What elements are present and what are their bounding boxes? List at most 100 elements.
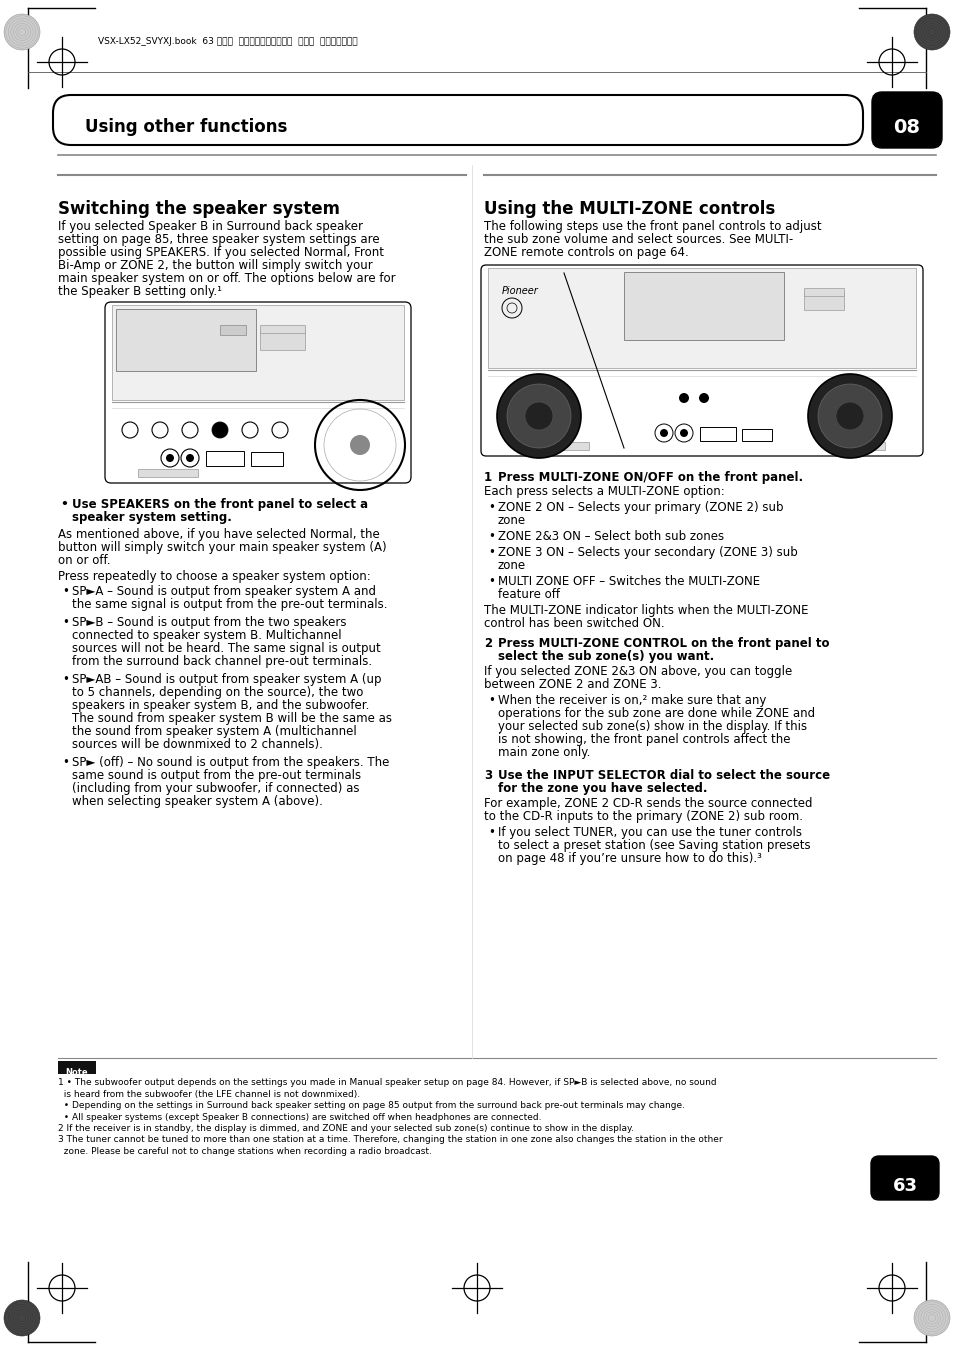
Text: control has been switched ON.: control has been switched ON. <box>483 617 664 630</box>
Circle shape <box>817 383 882 448</box>
Text: •: • <box>488 826 495 838</box>
Circle shape <box>807 374 891 458</box>
Circle shape <box>659 429 667 437</box>
Circle shape <box>835 402 863 431</box>
Text: •: • <box>62 756 69 770</box>
Text: The sound from speaker system B will be the same as: The sound from speaker system B will be … <box>71 711 392 725</box>
FancyBboxPatch shape <box>871 92 941 148</box>
Text: setting on page 85, three speaker system settings are: setting on page 85, three speaker system… <box>58 234 379 246</box>
Circle shape <box>186 454 193 462</box>
Text: 1: 1 <box>483 471 492 485</box>
Bar <box>112 305 403 400</box>
Text: Switching the speaker system: Switching the speaker system <box>58 200 339 217</box>
Text: Using the MULTI-ZONE controls: Using the MULTI-ZONE controls <box>483 200 775 217</box>
Text: 63: 63 <box>892 1177 917 1195</box>
Circle shape <box>497 374 580 458</box>
Text: If you select TUNER, you can use the tuner controls: If you select TUNER, you can use the tun… <box>497 826 801 838</box>
Text: speakers in speaker system B, and the subwoofer.: speakers in speaker system B, and the su… <box>71 699 369 711</box>
Text: to select a preset station (see Saving station presets: to select a preset station (see Saving s… <box>497 838 810 852</box>
Text: sources will not be heard. The same signal is output: sources will not be heard. The same sign… <box>71 643 380 655</box>
Text: •: • <box>488 575 495 589</box>
FancyBboxPatch shape <box>870 1156 938 1200</box>
Circle shape <box>4 14 40 50</box>
Text: the sub zone volume and select sources. See MULTI-: the sub zone volume and select sources. … <box>483 234 792 246</box>
Text: the Speaker B setting only.¹: the Speaker B setting only.¹ <box>58 285 222 298</box>
Text: 3 The tuner cannot be tuned to more than one station at a time. Therefore, chang: 3 The tuner cannot be tuned to more than… <box>58 1135 721 1145</box>
Text: 08: 08 <box>893 117 920 136</box>
Text: from the surround back channel pre-out terminals.: from the surround back channel pre-out t… <box>71 655 372 668</box>
Bar <box>260 329 305 350</box>
FancyBboxPatch shape <box>105 302 411 483</box>
Text: zone: zone <box>497 559 525 572</box>
Text: • All speaker systems (except Speaker B connections) are switched off when headp: • All speaker systems (except Speaker B … <box>58 1112 541 1122</box>
Bar <box>803 288 843 296</box>
Text: feature off: feature off <box>497 589 559 601</box>
Text: En: En <box>898 1162 911 1172</box>
Text: •: • <box>62 616 69 629</box>
Bar <box>58 1061 96 1075</box>
Circle shape <box>679 393 688 404</box>
Text: on or off.: on or off. <box>58 554 111 567</box>
Bar <box>488 269 915 369</box>
Text: is not showing, the front panel controls affect the: is not showing, the front panel controls… <box>497 733 790 747</box>
Bar <box>700 427 735 441</box>
Circle shape <box>506 383 571 448</box>
Bar <box>741 429 771 441</box>
Text: •: • <box>488 531 495 543</box>
Text: ZONE remote controls on page 64.: ZONE remote controls on page 64. <box>483 246 688 259</box>
Text: Bi-Amp or ZONE 2, the button will simply switch your: Bi-Amp or ZONE 2, the button will simply… <box>58 259 373 271</box>
Text: zone. Please be careful not to change stations when recording a radio broadcast.: zone. Please be careful not to change st… <box>58 1148 432 1156</box>
Text: speaker system setting.: speaker system setting. <box>71 512 232 524</box>
Text: For example, ZONE 2 CD-R sends the source connected: For example, ZONE 2 CD-R sends the sourc… <box>483 796 812 810</box>
Text: on page 48 if you’re unsure how to do this).³: on page 48 if you’re unsure how to do th… <box>497 852 761 865</box>
Text: • Depending on the settings in Surround back speaker setting on page 85 output f: • Depending on the settings in Surround … <box>58 1102 684 1110</box>
FancyBboxPatch shape <box>480 265 923 456</box>
Circle shape <box>212 423 228 437</box>
Text: •: • <box>60 498 68 512</box>
Bar <box>138 468 198 477</box>
Bar <box>260 325 305 333</box>
Circle shape <box>913 14 949 50</box>
Text: Press repeatedly to choose a speaker system option:: Press repeatedly to choose a speaker sys… <box>58 570 371 583</box>
Text: •: • <box>488 545 495 559</box>
Text: Using other functions: Using other functions <box>85 117 287 136</box>
Text: zone: zone <box>497 514 525 526</box>
Bar <box>220 325 246 335</box>
Text: ZONE 3 ON – Selects your secondary (ZONE 3) sub: ZONE 3 ON – Selects your secondary (ZONE… <box>497 545 797 559</box>
Text: connected to speaker system B. Multichannel: connected to speaker system B. Multichan… <box>71 629 341 643</box>
Text: same sound is output from the pre-out terminals: same sound is output from the pre-out te… <box>71 769 361 782</box>
Text: SP► (off) – No sound is output from the speakers. The: SP► (off) – No sound is output from the … <box>71 756 389 770</box>
Text: VSX-LX52_SVYXJ.book  63 ページ  ２００９年２月２６日  木曜日  午後４時３１分: VSX-LX52_SVYXJ.book 63 ページ ２００９年２月２６日 木曜… <box>98 38 357 46</box>
Text: 2: 2 <box>483 637 492 649</box>
Text: button will simply switch your main speaker system (A): button will simply switch your main spea… <box>58 541 386 554</box>
Text: 2 If the receiver is in standby, the display is dimmed, and ZONE and your select: 2 If the receiver is in standby, the dis… <box>58 1125 634 1133</box>
Text: Each press selects a MULTI-ZONE option:: Each press selects a MULTI-ZONE option: <box>483 485 724 498</box>
Text: As mentioned above, if you have selected Normal, the: As mentioned above, if you have selected… <box>58 528 379 541</box>
Bar <box>251 452 283 466</box>
Text: Press MULTI-ZONE ON/OFF on the front panel.: Press MULTI-ZONE ON/OFF on the front pan… <box>497 471 802 485</box>
Bar <box>116 309 255 371</box>
Text: your selected sub zone(s) show in the display. If this: your selected sub zone(s) show in the di… <box>497 720 806 733</box>
Text: •: • <box>488 694 495 707</box>
Circle shape <box>524 402 553 431</box>
Text: (including from your subwoofer, if connected) as: (including from your subwoofer, if conne… <box>71 782 359 795</box>
Text: for the zone you have selected.: for the zone you have selected. <box>497 782 707 795</box>
Text: •: • <box>488 501 495 514</box>
Bar <box>829 441 884 450</box>
Text: main speaker system on or off. The options below are for: main speaker system on or off. The optio… <box>58 271 395 285</box>
Text: is heard from the subwoofer (the LFE channel is not downmixed).: is heard from the subwoofer (the LFE cha… <box>58 1089 359 1099</box>
Circle shape <box>699 393 708 404</box>
Text: possible using SPEAKERS. If you selected Normal, Front: possible using SPEAKERS. If you selected… <box>58 246 384 259</box>
Bar <box>803 292 843 311</box>
Bar <box>206 451 244 466</box>
Text: The following steps use the front panel controls to adjust: The following steps use the front panel … <box>483 220 821 234</box>
Text: Press MULTI-ZONE CONTROL on the front panel to: Press MULTI-ZONE CONTROL on the front pa… <box>497 637 828 649</box>
Bar <box>623 271 783 340</box>
Text: If you selected Speaker B in Surround back speaker: If you selected Speaker B in Surround ba… <box>58 220 363 234</box>
Text: SP►B – Sound is output from the two speakers: SP►B – Sound is output from the two spea… <box>71 616 346 629</box>
Circle shape <box>350 435 370 455</box>
Text: SP►AB – Sound is output from speaker system A (up: SP►AB – Sound is output from speaker sys… <box>71 674 381 686</box>
Text: between ZONE 2 and ZONE 3.: between ZONE 2 and ZONE 3. <box>483 678 660 691</box>
Text: Pioneer: Pioneer <box>501 286 538 296</box>
Circle shape <box>166 454 173 462</box>
